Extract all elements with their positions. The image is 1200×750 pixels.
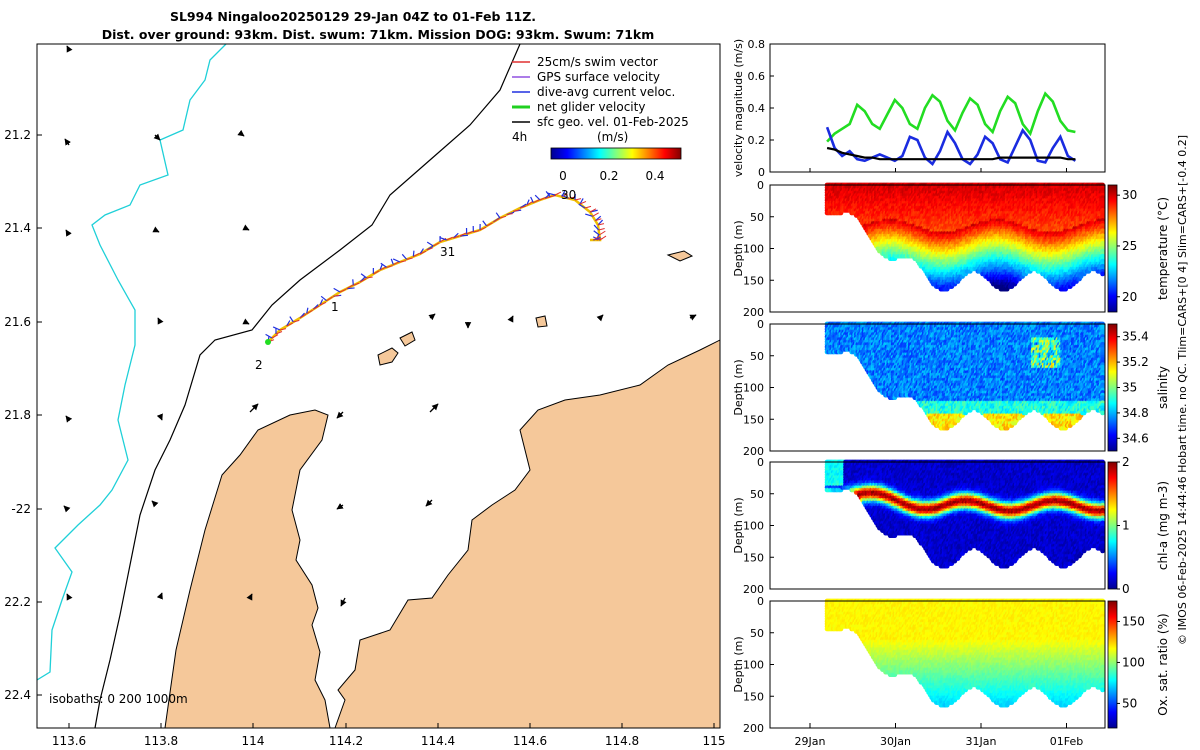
geo-velocity-arrow	[65, 139, 69, 145]
day-label-30: 30	[561, 188, 576, 202]
current-vector	[483, 221, 487, 226]
map-x-tick-label: 113.6	[52, 734, 86, 748]
map-y-tick-label: 22.2	[4, 595, 31, 609]
current-vector	[353, 279, 354, 285]
map-colorbar-tick: 0	[559, 169, 567, 183]
island-d	[536, 316, 547, 327]
map-colorbar-tick: 0.4	[645, 169, 664, 183]
current-vector	[290, 317, 293, 322]
current-vector	[393, 259, 400, 262]
velocity-y-tick: 0	[758, 166, 765, 179]
day-label-1: 1	[331, 300, 339, 314]
geo-velocity-arrow	[155, 135, 160, 140]
geo-velocity-arrow	[690, 315, 696, 318]
geo-velocity-arrow	[430, 404, 438, 412]
time-label: 4h	[512, 130, 527, 144]
legend-label: net glider velocity	[537, 100, 645, 114]
land-east	[335, 340, 720, 728]
geo-velocity-arrow	[64, 506, 68, 510]
current-vector	[427, 242, 433, 246]
day-label-31: 31	[440, 245, 455, 259]
geo-velocity-arrow	[67, 46, 69, 50]
map-x-tick-label: 114	[242, 734, 265, 748]
day-label-2: 2	[255, 358, 263, 372]
legend-label: sfc geo. vel. 01-Feb-2025	[537, 115, 689, 129]
map-x-tick-label: 114.8	[605, 734, 639, 748]
geo-velocity-arrow	[600, 315, 603, 318]
current-vector	[334, 288, 340, 292]
speed-colorbar	[551, 148, 681, 159]
map-y-tick-label: 21.6	[4, 315, 31, 329]
legend-label: GPS surface velocity	[537, 70, 660, 84]
geo-velocity-arrow	[426, 500, 432, 506]
map-x-tick-label: 114.6	[513, 734, 547, 748]
map-y-tick-label: -22	[11, 502, 31, 516]
island-c	[668, 251, 692, 261]
island-b	[400, 332, 415, 346]
map-y-tick-label: 21.2	[4, 128, 31, 142]
track-end-marker	[265, 339, 271, 345]
land-west	[165, 410, 330, 728]
geo-velocity-arrow	[341, 598, 345, 606]
geo-velocity-arrow	[160, 415, 162, 420]
legend-label: dive-avg current veloc.	[537, 85, 675, 99]
map-x-tick-label: 115	[703, 734, 726, 748]
map-x-tick-label: 114.4	[421, 734, 455, 748]
geo-velocity-arrow	[155, 230, 159, 232]
map-y-tick-label: 22.4	[4, 688, 31, 702]
geo-velocity-arrow	[245, 228, 249, 230]
swim-vector	[593, 213, 599, 217]
island-a	[378, 348, 398, 365]
map-colorbar-tick: 0.2	[599, 169, 618, 183]
geo-velocity-arrow	[66, 230, 69, 235]
geo-velocity-arrow	[67, 594, 69, 598]
track-line	[268, 195, 600, 342]
title-line2: Dist. over ground: 93km. Dist. swum: 71k…	[102, 27, 655, 42]
geo-velocity-arrow	[240, 133, 244, 136]
geo-velocity-arrow	[430, 314, 435, 318]
map-y-tick-label: 21.8	[4, 408, 31, 422]
velocity-y-tick: 0.8	[748, 38, 766, 51]
velocity-ylabel: velocity magnitude (m/s)	[732, 39, 745, 177]
map-y-axis: 21.2 21.4 21.6 21.8 -22 22.2 22.4	[4, 128, 42, 702]
map-x-tick-label: 114.2	[329, 734, 363, 748]
current-vector	[413, 251, 414, 257]
geo-velocity-arrow	[245, 322, 249, 324]
current-vector	[535, 195, 540, 200]
isobaths-note: isobaths: 0 200 1000m	[49, 692, 188, 706]
title-line1: SL994 Ningaloo20250129 29-Jan 04Z to 01-…	[170, 9, 536, 24]
velocity-panel: 0 0.2 0.4 0.6 0.8 velocity magnitude (m/s)	[732, 38, 1105, 179]
colorbar-unit-label: (m/s)	[597, 130, 628, 144]
geo-velocity-arrow	[66, 416, 69, 420]
geo-velocity-arrow	[512, 316, 513, 318]
geo-velocity-arrow	[337, 412, 343, 418]
velocity-y-tick: 0.6	[748, 70, 766, 83]
map-x-tick-label: 113.8	[144, 734, 178, 748]
legend-label: 25cm/s swim vector	[537, 55, 658, 69]
geo-velocity-arrow	[250, 404, 258, 412]
map-panel: 113.6 113.8 114 114.2 114.4 114.6 114.8 115 21.…	[4, 44, 725, 748]
current-vector	[402, 254, 406, 259]
geo-velocity-arrow	[160, 593, 162, 598]
velocity-y-tick: 0.4	[748, 102, 766, 115]
geo-velocity-arrow	[158, 318, 160, 322]
map-y-tick-label: 21.4	[4, 221, 31, 235]
velocity-y-tick: 0.2	[748, 134, 766, 147]
current-vector	[496, 213, 500, 218]
geo-velocity-arrow	[152, 501, 156, 505]
geo-velocity-arrow	[337, 505, 343, 509]
